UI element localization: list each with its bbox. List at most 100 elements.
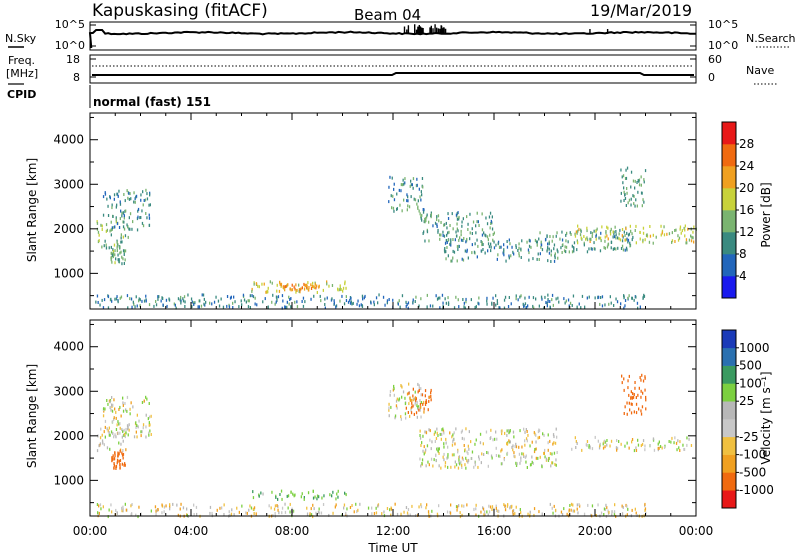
range-cell (451, 443, 454, 447)
range-cell (540, 243, 543, 247)
range-cell (140, 434, 142, 438)
range-cell (622, 181, 624, 185)
range-cell (532, 461, 534, 465)
range-cell (403, 198, 405, 202)
range-cell (129, 227, 131, 231)
range-cell (537, 436, 539, 440)
range-cell (456, 259, 458, 263)
range-cell (405, 406, 407, 410)
range-cell (276, 504, 278, 507)
range-cell (660, 224, 662, 228)
colorbar-swatch (722, 472, 736, 491)
range-cell (412, 398, 415, 402)
range-cell (630, 402, 632, 406)
range-cell (114, 407, 116, 411)
range-cell (364, 294, 366, 298)
range-cell (603, 507, 606, 511)
range-cell (515, 297, 517, 301)
range-cell (252, 490, 254, 494)
power-colorbar-label: Power [dB] (759, 182, 773, 247)
range-cell (544, 448, 546, 452)
range-cell (680, 231, 682, 235)
range-cell (111, 299, 113, 303)
freq-line (92, 72, 694, 76)
range-cell (507, 429, 510, 433)
range-cell (478, 224, 480, 227)
range-cell (419, 436, 422, 440)
velocity-region (405, 387, 432, 416)
range-cell (458, 504, 460, 508)
range-cell (141, 221, 144, 225)
range-cell (150, 509, 152, 513)
range-cell (556, 248, 558, 252)
range-cell (241, 303, 243, 307)
range-cell (150, 414, 152, 418)
range-cell (518, 445, 520, 449)
range-cell (233, 513, 235, 517)
range-cell (567, 240, 569, 244)
range-cell (515, 505, 517, 509)
range-cell (294, 493, 296, 497)
range-cell (463, 437, 465, 441)
range-cell (403, 182, 405, 186)
range-cell (419, 212, 421, 216)
range-cell (149, 423, 151, 427)
range-cell (177, 297, 180, 301)
range-cell (599, 302, 601, 306)
range-cell (230, 295, 232, 299)
range-cell (508, 296, 510, 299)
range-cell (518, 246, 520, 250)
range-cell (556, 451, 558, 454)
range-cell (406, 208, 408, 212)
range-cell (436, 225, 438, 228)
range-cell (522, 452, 525, 456)
range-cell (478, 302, 480, 306)
range-cell (635, 411, 638, 415)
range-cell (475, 305, 477, 309)
range-cell (454, 442, 456, 446)
range-cell (147, 417, 149, 421)
range-cell (337, 489, 339, 493)
colorbar-swatch (722, 210, 736, 233)
range-cell (532, 257, 534, 261)
range-cell (329, 493, 331, 497)
range-cell (489, 437, 491, 440)
range-cell (356, 510, 358, 514)
range-cell (625, 238, 627, 242)
range-cell (576, 305, 578, 309)
range-cell (442, 306, 444, 310)
range-cell (279, 493, 281, 496)
range-cell (312, 496, 315, 500)
range-cell (679, 225, 682, 229)
range-cell (332, 490, 334, 494)
range-cell (590, 513, 592, 517)
range-cell (491, 456, 493, 460)
range-cell (305, 283, 307, 287)
range-cell (605, 230, 607, 233)
range-cell (685, 238, 688, 242)
range-cell (301, 492, 303, 496)
range-cell (428, 239, 430, 243)
range-cell (496, 437, 498, 441)
range-cell (288, 295, 290, 299)
range-cell (460, 233, 462, 237)
range-cell (157, 297, 159, 301)
range-cell (298, 289, 300, 293)
range-cell (142, 426, 144, 430)
range-cell (436, 297, 439, 301)
range-cell (631, 232, 633, 236)
range-cell (533, 306, 535, 310)
range-cell (123, 434, 125, 437)
range-cell (122, 505, 124, 509)
range-cell (398, 398, 400, 402)
range-cell (135, 513, 137, 517)
range-cell (286, 305, 288, 309)
range-cell (686, 436, 688, 440)
range-cell (284, 305, 286, 309)
range-cell (616, 439, 618, 442)
colorbar-tick-label: 16 (739, 203, 754, 217)
range-cell (545, 457, 548, 461)
range-cell (438, 451, 440, 455)
range-cell (386, 301, 388, 305)
range-cell (509, 505, 512, 508)
